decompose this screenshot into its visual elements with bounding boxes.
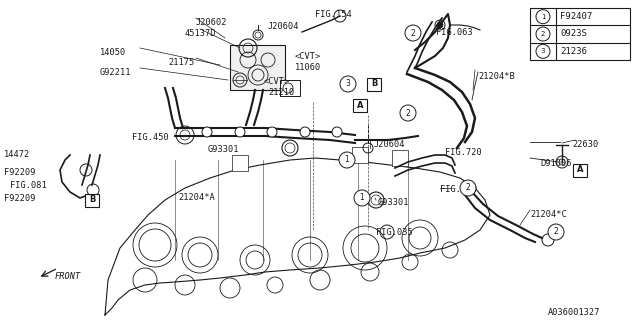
Text: 21204*B: 21204*B: [478, 72, 515, 81]
Text: A: A: [356, 100, 364, 109]
Circle shape: [340, 76, 356, 92]
Text: FIG.035: FIG.035: [376, 228, 413, 237]
Text: <CVT>: <CVT>: [295, 52, 321, 61]
Text: 2: 2: [541, 31, 545, 37]
Text: 2: 2: [554, 228, 558, 236]
Circle shape: [548, 224, 564, 240]
Bar: [573, 164, 587, 177]
Bar: [85, 194, 99, 206]
Bar: [367, 77, 381, 91]
Circle shape: [354, 190, 370, 206]
Circle shape: [536, 10, 550, 24]
Bar: [530, 8, 630, 60]
Text: D91006: D91006: [540, 159, 572, 168]
Text: J20604: J20604: [268, 22, 300, 31]
Text: 14050: 14050: [100, 48, 126, 57]
Text: F92407: F92407: [560, 12, 592, 21]
Text: 3: 3: [346, 79, 351, 89]
Text: 21210: 21210: [268, 88, 294, 97]
Circle shape: [460, 180, 476, 196]
Text: 11060: 11060: [295, 63, 321, 72]
Circle shape: [235, 127, 245, 137]
Text: 14472: 14472: [4, 150, 30, 159]
Circle shape: [332, 127, 342, 137]
Text: 2: 2: [406, 108, 410, 117]
Text: F92209: F92209: [4, 194, 35, 203]
Bar: [280, 80, 300, 96]
Text: <CVT>: <CVT>: [264, 77, 291, 86]
Text: 21236: 21236: [560, 47, 587, 56]
Text: F92209: F92209: [4, 168, 35, 177]
Text: 22630: 22630: [572, 140, 598, 149]
Text: FIG.720: FIG.720: [445, 148, 482, 157]
Bar: [230, 45, 285, 90]
Text: B: B: [371, 79, 377, 89]
Text: FIG.450: FIG.450: [132, 133, 169, 142]
Polygon shape: [105, 158, 490, 315]
Text: 1: 1: [541, 14, 545, 20]
Circle shape: [536, 27, 550, 41]
Circle shape: [267, 127, 277, 137]
Text: 2: 2: [411, 28, 415, 37]
Circle shape: [202, 127, 212, 137]
Text: FIG.081: FIG.081: [10, 181, 47, 190]
Text: A036001327: A036001327: [548, 308, 600, 317]
Circle shape: [405, 25, 421, 41]
Circle shape: [437, 22, 443, 28]
Text: 1: 1: [344, 156, 349, 164]
Circle shape: [300, 127, 310, 137]
Text: 3: 3: [541, 48, 545, 54]
Bar: [353, 99, 367, 111]
Text: G93301: G93301: [378, 198, 410, 207]
Text: 2: 2: [466, 183, 470, 193]
Text: 21204*A: 21204*A: [178, 193, 215, 202]
Text: B: B: [89, 196, 95, 204]
Text: J20604: J20604: [374, 140, 406, 149]
Text: FIG.154: FIG.154: [315, 10, 352, 19]
Text: FIG.063: FIG.063: [440, 185, 477, 194]
Text: 0923S: 0923S: [560, 29, 587, 38]
Text: 21204*C: 21204*C: [530, 210, 567, 219]
Text: J20602: J20602: [196, 18, 227, 27]
Bar: [232, 155, 248, 171]
Text: FIG.063: FIG.063: [436, 28, 473, 37]
Text: 21175: 21175: [168, 58, 195, 67]
Text: G93301: G93301: [208, 145, 239, 154]
Text: 1: 1: [360, 194, 364, 203]
Text: G92211: G92211: [100, 68, 131, 77]
Circle shape: [339, 152, 355, 168]
Bar: [352, 147, 368, 163]
Text: FRONT: FRONT: [55, 272, 81, 281]
Text: 45137D: 45137D: [185, 29, 216, 38]
Text: A: A: [577, 165, 583, 174]
Circle shape: [400, 105, 416, 121]
Bar: [392, 150, 408, 166]
Circle shape: [536, 44, 550, 58]
